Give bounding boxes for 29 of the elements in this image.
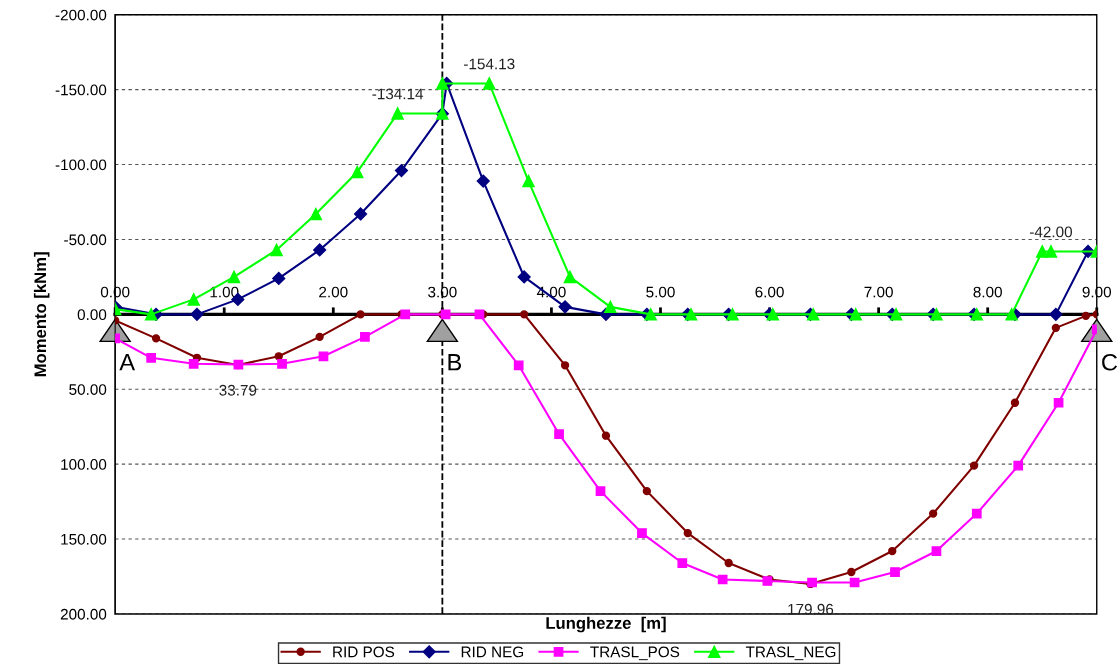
annotation: A xyxy=(119,354,136,371)
y-tick-label: -200.00 xyxy=(55,9,107,21)
y-axis-title: Momento [kNm] xyxy=(33,252,50,377)
y-tick-label: 150.00 xyxy=(61,533,107,545)
annotation: C xyxy=(1102,353,1118,371)
x-tick-label: 5.00 xyxy=(646,286,675,298)
x-tick-label: 8.00 xyxy=(973,286,1002,298)
annotation: -154.13 xyxy=(464,58,515,70)
y-tick-label: -100.00 xyxy=(55,159,107,171)
x-tick-label: 6.00 xyxy=(755,286,784,298)
legend-label: TRASL_POS xyxy=(590,646,680,661)
y-tick-label: -150.00 xyxy=(55,84,107,96)
y-tick-label: 0.00 xyxy=(77,309,107,321)
y-tick-label: 100.00 xyxy=(61,459,107,470)
x-axis-title: Lunghezze [m] xyxy=(546,616,666,633)
annotation: -134.14 xyxy=(372,88,424,100)
x-tick-label: 3.00 xyxy=(428,286,457,298)
legend-label: RID NEG xyxy=(461,646,524,658)
annotation: B xyxy=(448,354,462,371)
legend-label: RID POS xyxy=(333,646,395,658)
annotation: 179.96 xyxy=(788,603,834,615)
y-tick-label: 50.00 xyxy=(69,384,107,395)
x-tick-label: 7.00 xyxy=(864,286,893,298)
y-tick-label: -50.00 xyxy=(64,234,107,246)
x-tick-label: 2.00 xyxy=(319,286,348,298)
annotation: 33.79 xyxy=(219,384,257,396)
annotation: -42.00 xyxy=(1029,226,1073,238)
legend-label: TRASL_NEG xyxy=(745,646,836,661)
y-tick-label: 200.00 xyxy=(60,608,107,620)
